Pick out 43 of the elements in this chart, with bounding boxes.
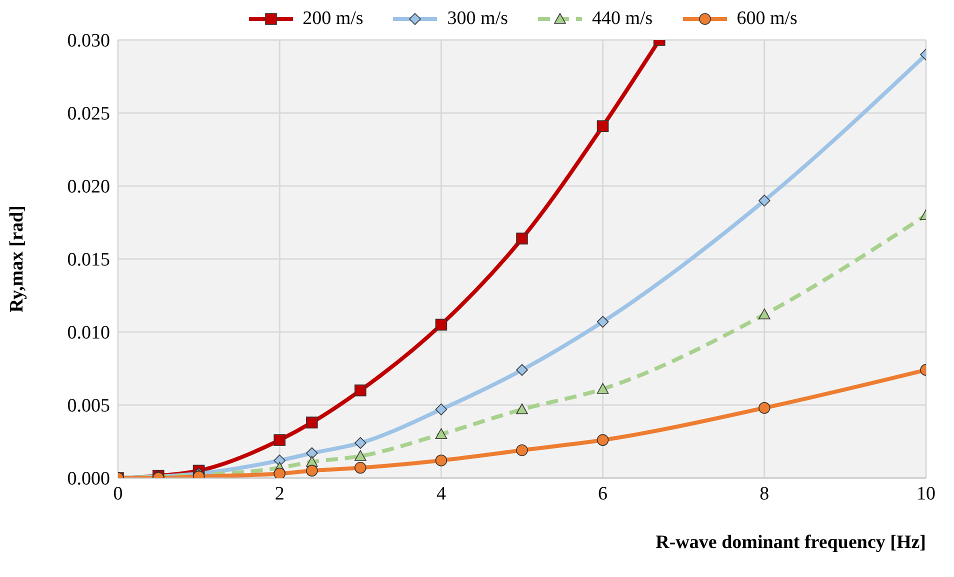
point <box>354 384 366 396</box>
point <box>596 120 609 132</box>
point <box>516 232 528 244</box>
y-axis-title: Ry,max [rad] <box>6 206 28 312</box>
x-tick-label: 6 <box>598 483 608 504</box>
y-tick-label: 0.005 <box>67 396 110 417</box>
y-tick-label: 0.025 <box>67 104 110 125</box>
point <box>435 403 448 416</box>
point <box>758 194 770 206</box>
legend-label: 300 m/s <box>447 8 508 30</box>
point <box>306 416 318 428</box>
x-tick-label: 8 <box>760 483 770 504</box>
y-tick-label: 0.000 <box>67 468 110 490</box>
point <box>435 454 448 466</box>
point <box>306 447 318 460</box>
y-tick-label: 0.015 <box>67 250 110 271</box>
y-tick-label: 0.010 <box>67 322 110 344</box>
y-tick-label: 0.020 <box>67 176 110 198</box>
point <box>274 468 286 478</box>
point <box>516 403 528 414</box>
y-tick-label: 0.030 <box>67 30 110 52</box>
point <box>435 318 448 331</box>
legend-label: 440 m/s <box>592 8 653 30</box>
x-tick-label: 0 <box>113 483 123 504</box>
point <box>758 402 770 414</box>
point <box>516 444 528 456</box>
legend-label: 600 m/s <box>736 8 798 30</box>
point <box>306 464 318 477</box>
x-tick-label: 10 <box>916 483 936 504</box>
point <box>354 437 366 449</box>
x-tick-label: 4 <box>436 483 446 504</box>
x-axis-title: R-wave dominant frequency [Hz] <box>656 532 926 553</box>
point <box>435 428 448 439</box>
point <box>596 316 609 328</box>
point <box>274 434 286 446</box>
point <box>516 364 528 376</box>
point <box>596 434 609 446</box>
point <box>758 308 770 320</box>
legend-label: 200 m/s <box>302 8 364 30</box>
x-tick-label: 2 <box>274 483 284 504</box>
point <box>354 450 366 461</box>
point <box>596 383 609 394</box>
point <box>354 462 366 474</box>
